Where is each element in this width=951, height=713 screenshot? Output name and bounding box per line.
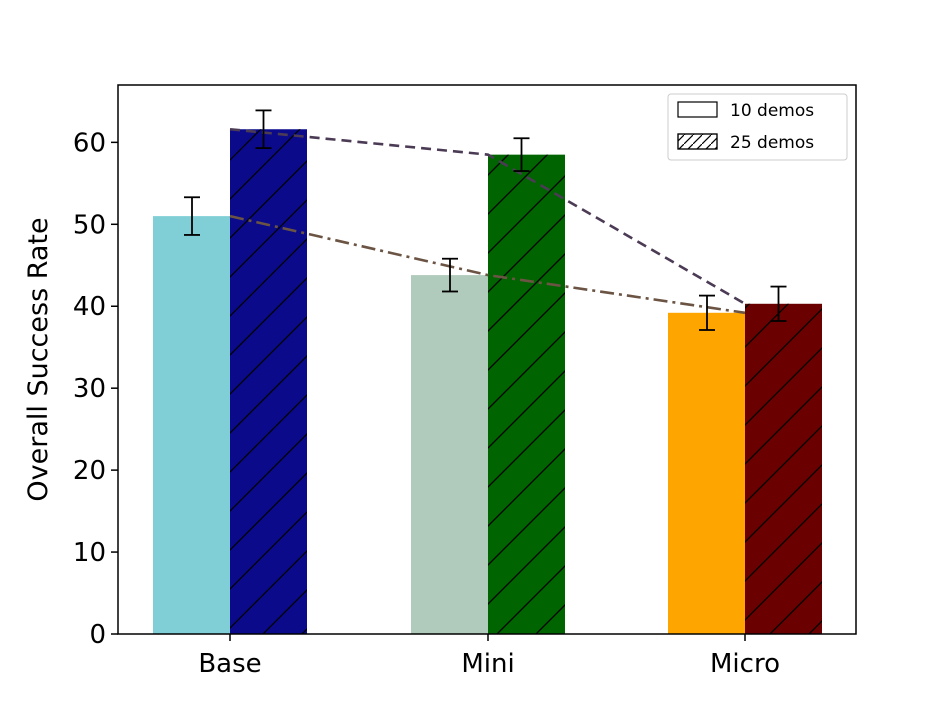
bar-micro-series-1 bbox=[668, 312, 745, 634]
x-tick-label-mini: Mini bbox=[461, 649, 514, 679]
bar-hatch-micro bbox=[745, 303, 822, 634]
y-tick-label: 60 bbox=[73, 128, 106, 158]
legend-label-series-1: 10 demos bbox=[730, 101, 814, 121]
error-bar-micro-series-2 bbox=[770, 285, 787, 322]
y-axis-label: Overall Success Rate bbox=[23, 217, 54, 501]
axes-layer: 0 10 20 30 40 50 60 Base Mini Micro bbox=[73, 128, 780, 679]
y-tick-label: 20 bbox=[73, 456, 106, 486]
error-bars-layer bbox=[184, 109, 787, 331]
error-bar-base-series-1 bbox=[184, 196, 200, 236]
bar-hatch-mini bbox=[488, 154, 565, 635]
error-bar-base-series-2 bbox=[255, 109, 272, 149]
legend-swatch-series-1 bbox=[677, 101, 718, 118]
error-bar-micro-series-1 bbox=[699, 294, 715, 331]
bars-layer bbox=[153, 129, 822, 635]
error-bar-mini-series-1 bbox=[442, 257, 458, 293]
y-tick-label: 40 bbox=[73, 292, 106, 322]
bar-base-series-1 bbox=[153, 216, 230, 634]
y-tick-label: 10 bbox=[73, 538, 106, 568]
bar-hatch-base bbox=[230, 129, 307, 635]
trend-lines-layer bbox=[229, 127, 746, 315]
x-tick-label-micro: Micro bbox=[710, 649, 780, 679]
legend-swatch-hatch bbox=[677, 133, 718, 150]
legend-label-series-2: 25 demos bbox=[730, 133, 814, 153]
x-tick-label-base: Base bbox=[198, 649, 261, 679]
bar-mini-series-1 bbox=[411, 275, 488, 634]
trend-line-series-2 bbox=[229, 127, 746, 305]
error-bar-mini-series-2 bbox=[513, 137, 530, 172]
plot-frame bbox=[117, 84, 857, 635]
y-tick-label: 50 bbox=[73, 210, 106, 240]
y-tick-label: 30 bbox=[73, 374, 106, 404]
legend: 10 demos 25 demos bbox=[667, 93, 848, 161]
y-tick-label: 0 bbox=[89, 620, 106, 650]
trend-line-series-1 bbox=[229, 214, 746, 315]
